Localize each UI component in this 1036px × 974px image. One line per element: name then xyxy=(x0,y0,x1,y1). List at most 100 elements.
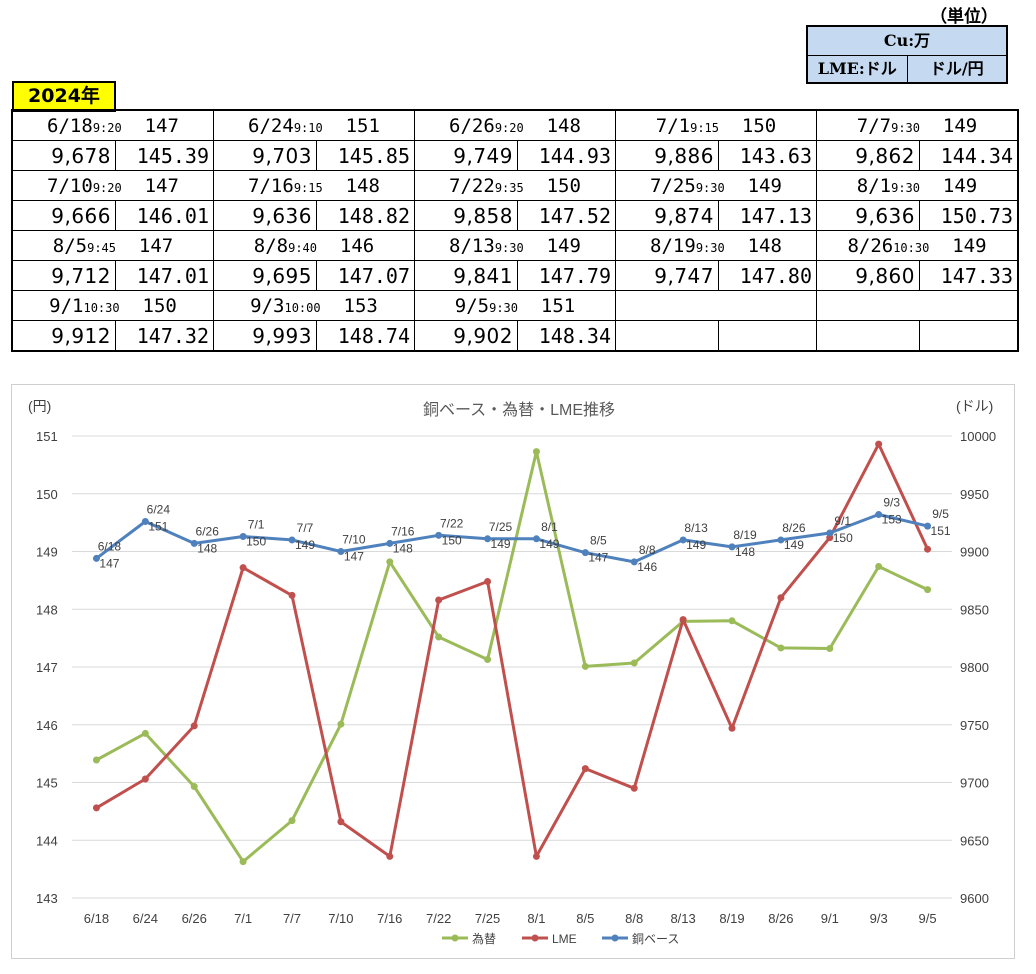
lme-price-cell: 9,695 xyxy=(213,260,317,291)
price-date: 6/24 xyxy=(248,114,294,137)
series-line xyxy=(95,513,928,564)
lme-price-cell: 9,636 xyxy=(213,200,317,231)
price-date: 6/26 xyxy=(449,114,495,137)
legend-label: 為替 xyxy=(472,932,496,946)
data-label: 8/19 148 xyxy=(733,528,757,559)
price-cell-header: 8/59:45 147 xyxy=(11,230,214,261)
table-header-row: 9/110:30 150 9/310:00 153 9/59:30 151 xyxy=(11,290,1019,321)
data-label: 7/16 148 xyxy=(391,524,415,555)
price-cell-header: 8/89:40 146 xyxy=(213,230,415,261)
price-date: 7/22 xyxy=(449,174,495,197)
left-tick-label: 151 xyxy=(36,429,58,444)
fx-rate-cell: 147.80 xyxy=(718,260,817,291)
x-tick-label: 6/24 xyxy=(133,911,158,926)
price-cell-header: 7/229:35 150 xyxy=(414,170,616,201)
price-cell-header xyxy=(615,290,817,321)
data-point xyxy=(92,554,100,562)
lme-price-cell xyxy=(816,320,920,352)
fx-rate-cell: 147.32 xyxy=(115,320,214,352)
right-tick-label: 9750 xyxy=(960,718,989,733)
data-point xyxy=(875,511,883,519)
data-label: 8/8 146 xyxy=(637,543,657,574)
x-tick-label: 7/25 xyxy=(475,911,500,926)
data-point xyxy=(239,858,247,866)
fx-rate-cell: 147.13 xyxy=(718,200,817,231)
data-point xyxy=(777,644,785,652)
copper-base-price: 147 xyxy=(144,174,179,197)
lme-price-cell: 9,841 xyxy=(414,260,518,291)
x-tick-label: 7/22 xyxy=(426,911,451,926)
data-point xyxy=(875,563,883,571)
data-point xyxy=(435,633,443,641)
x-tick-label: 9/3 xyxy=(870,911,888,926)
legend-marker xyxy=(531,934,539,942)
copper-base-price: 150 xyxy=(142,294,177,317)
legend-marker xyxy=(611,934,619,942)
copper-base-price: 153 xyxy=(343,294,378,317)
left-tick-label: 150 xyxy=(36,487,58,502)
x-tick-label: 6/26 xyxy=(182,911,207,926)
price-date: 8/26 xyxy=(847,234,894,257)
lme-price-cell: 9,862 xyxy=(816,140,920,171)
copper-base-price: 149 xyxy=(942,174,978,197)
lme-price-cell: 9,993 xyxy=(213,320,317,352)
price-cell-header: 7/19:15 150 xyxy=(615,109,817,141)
lme-price-cell: 9,678 xyxy=(11,140,116,171)
price-date: 6/18 xyxy=(47,114,93,137)
unit-yen: ドル/円 xyxy=(906,56,1007,82)
copper-base-price: 149 xyxy=(546,234,581,257)
left-tick-label: 144 xyxy=(36,833,58,848)
price-time: 9:15 xyxy=(293,180,323,195)
price-cell-header: 6/189:20 147 xyxy=(11,109,214,141)
data-label: 9/1 150 xyxy=(833,514,853,545)
price-time: 9:30 xyxy=(494,240,524,255)
copper-base-price: 148 xyxy=(546,114,581,137)
price-cell-header: 8/199:30 148 xyxy=(615,230,817,261)
data-point xyxy=(728,617,736,625)
data-label: 7/10 147 xyxy=(342,533,366,564)
copper-base-price: 147 xyxy=(144,114,179,137)
right-tick-label: 9700 xyxy=(960,776,989,791)
table-value-row: 9,912 147.32 9,993 148.74 9,902 148.34 xyxy=(11,320,1019,352)
copper-base-price: 149 xyxy=(942,114,978,137)
right-tick-label: 10000 xyxy=(960,429,996,444)
data-point xyxy=(581,765,589,773)
fx-rate-cell: 148.74 xyxy=(316,320,415,352)
price-date: 7/7 xyxy=(856,114,892,137)
unit-lme: LME:ドル xyxy=(817,59,897,78)
data-point xyxy=(532,535,540,543)
data-label: 8/26 149 xyxy=(782,521,806,552)
fx-rate-cell: 147.52 xyxy=(517,200,616,231)
lme-price-cell: 9,860 xyxy=(816,260,920,291)
price-cell-header: 7/259:30 149 xyxy=(615,170,817,201)
fx-rate-cell: 146.01 xyxy=(115,200,214,231)
price-time: 9:20 xyxy=(92,120,122,135)
data-point xyxy=(826,529,834,537)
data-point xyxy=(337,720,345,728)
table-header-row: 7/109:20 147 7/169:15 148 7/229:35 150 7/25… xyxy=(11,170,1019,201)
price-date: 7/25 xyxy=(650,174,696,197)
data-point xyxy=(630,784,638,792)
copper-base-price: 149 xyxy=(952,234,987,257)
price-time: 9:35 xyxy=(494,180,524,195)
fx-rate-cell: 143.63 xyxy=(718,140,817,171)
unit-legend-box: Cu:万 LME:ドル ドル/円 xyxy=(806,25,1008,84)
data-point xyxy=(532,852,540,860)
data-point xyxy=(777,594,785,602)
price-time: 9:15 xyxy=(690,120,719,135)
lme-price-cell: 9,902 xyxy=(414,320,518,352)
price-time: 9:30 xyxy=(891,180,920,195)
table-header-row: 6/189:20 147 6/249:10 151 6/269:20 148 7/19… xyxy=(11,109,1019,141)
price-date: 9/1 xyxy=(49,294,84,317)
x-tick-label: 7/10 xyxy=(328,911,353,926)
data-point xyxy=(386,852,394,860)
table-value-row: 9,666 146.01 9,636 148.82 9,858 147.52 9,874 14… xyxy=(11,200,1019,231)
x-tick-label: 8/8 xyxy=(625,911,643,926)
data-point xyxy=(924,522,932,530)
data-point xyxy=(92,756,100,764)
price-cell-header: 6/269:20 148 xyxy=(414,109,616,141)
copper-base-price: 147 xyxy=(138,234,174,257)
data-point xyxy=(337,818,345,826)
data-point xyxy=(288,817,296,825)
copper-base-price: 148 xyxy=(345,174,380,197)
